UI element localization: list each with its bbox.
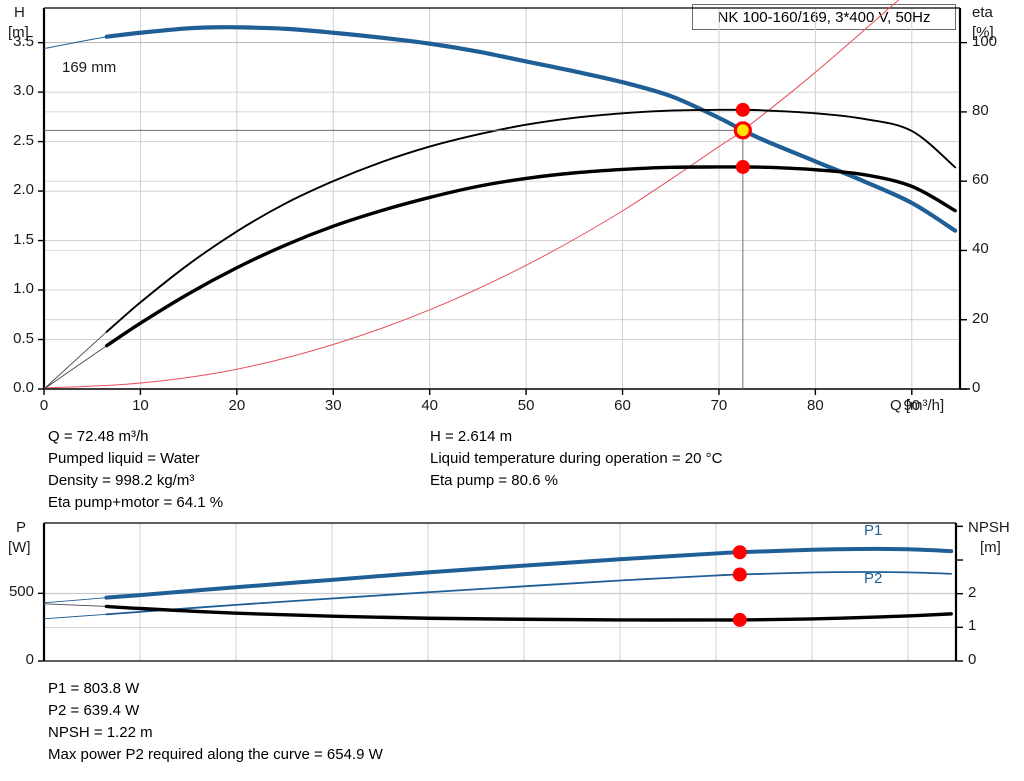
upper-y2-tick-0: 0 (972, 379, 981, 396)
info-h: H = 2.614 m (430, 428, 513, 445)
lower-y2-axis-unit-m: [m] (980, 539, 1001, 556)
duty-marker-p1 (732, 545, 747, 560)
lower-y-axis-label-p: P (16, 519, 27, 536)
upper-y-tick-3.5: 3.5 (13, 32, 34, 50)
info-p1: P1 = 803.8 W (48, 680, 140, 697)
info-p2: P2 = 639.4 W (48, 702, 140, 719)
p2-curve (105, 571, 953, 616)
lower-y-axis-unit-w: [W] (8, 539, 31, 556)
info-max-power: Max power P2 required along the curve = … (48, 746, 383, 763)
upper-y-tick-2.5: 2.5 (13, 131, 34, 149)
system-curve (43, 0, 900, 389)
upper-y-tick-0.5: 0.5 (13, 329, 34, 347)
upper-y-tick-1.0: 1.0 (13, 280, 34, 298)
power-npsh-chart (38, 522, 963, 662)
info-temp: Liquid temperature during operation = 20… (430, 450, 723, 467)
duty-marker-eta-pump-motor (735, 159, 750, 174)
lower-y-tick-500: 500 (8, 583, 34, 601)
duty-marker-p2 (732, 567, 747, 582)
upper-y-tick-0.0: 0.0 (13, 379, 34, 396)
upper-x-tick-30: 30 (324, 397, 342, 414)
curve-label-p1: P1 (864, 522, 883, 539)
upper-y2-tick-20: 20 (972, 309, 989, 327)
lower-y-tick-0: 0 (25, 651, 34, 668)
upper-x-tick-70: 70 (710, 397, 728, 414)
info-density: Density = 998.2 kg/m³ (48, 472, 195, 489)
duty-marker-eta-pump (735, 102, 750, 117)
pump-title-text: NK 100-160/169, 3*400 V, 50Hz (717, 8, 931, 26)
upper-y2-tick-40: 40 (972, 240, 989, 258)
upper-y2-tick-100: 100 (972, 32, 998, 50)
curve-label-p2: P2 (864, 570, 883, 587)
upper-x-tick-90: 90 (903, 397, 921, 414)
upper-y-tick-1.5: 1.5 (13, 230, 34, 248)
lower-y2-tick-2: 2 (968, 583, 977, 601)
impeller-size-label: 169 mm (62, 59, 117, 76)
upper-x-axis-label-q: Q [m³/h] (890, 397, 945, 414)
upper-y-tick-3.0: 3.0 (13, 82, 34, 100)
head-eta-chart (38, 0, 970, 395)
lower-y2-axis-label-npsh: NPSH (968, 519, 1010, 536)
upper-x-tick-60: 60 (614, 397, 631, 414)
upper-y-tick-2.0: 2.0 (13, 181, 34, 199)
head-curve (104, 25, 958, 233)
upper-x-tick-40: 40 (421, 397, 439, 414)
npsh-curve (104, 604, 953, 622)
duty-point-marker (733, 121, 752, 140)
info-eta-pump: Eta pump = 80.6 % (430, 472, 558, 489)
upper-x-tick-0: 0 (39, 397, 49, 414)
upper-y-axis-label-h: H (14, 4, 25, 21)
upper-y2-tick-80: 80 (972, 101, 989, 119)
upper-x-tick-20: 20 (228, 397, 246, 414)
info-liquid: Pumped liquid = Water (48, 450, 200, 467)
upper-y2-tick-60: 60 (972, 171, 989, 189)
upper-x-tick-10: 10 (132, 397, 149, 414)
info-q: Q = 72.48 m³/h (48, 428, 149, 445)
eta-pump-motor-curve (104, 165, 957, 348)
upper-y-axis-unit-m: [m] (8, 24, 29, 41)
lower-y2-tick-1: 1 (968, 617, 977, 635)
info-eta-pump-motor: Eta pump+motor = 64.1 % (48, 494, 224, 511)
upper-y2-axis-unit-pct: [%] (972, 24, 994, 41)
upper-y2-axis-label-eta: eta (972, 4, 993, 21)
duty-marker-npsh (732, 612, 747, 627)
eta-pump-curve (105, 108, 957, 333)
info-npsh: NPSH = 1.22 m (48, 724, 153, 741)
upper-x-tick-50: 50 (517, 397, 535, 414)
p1-curve (104, 546, 954, 600)
upper-x-tick-80: 80 (807, 397, 824, 414)
lower-y2-tick-0: 0 (968, 651, 977, 668)
